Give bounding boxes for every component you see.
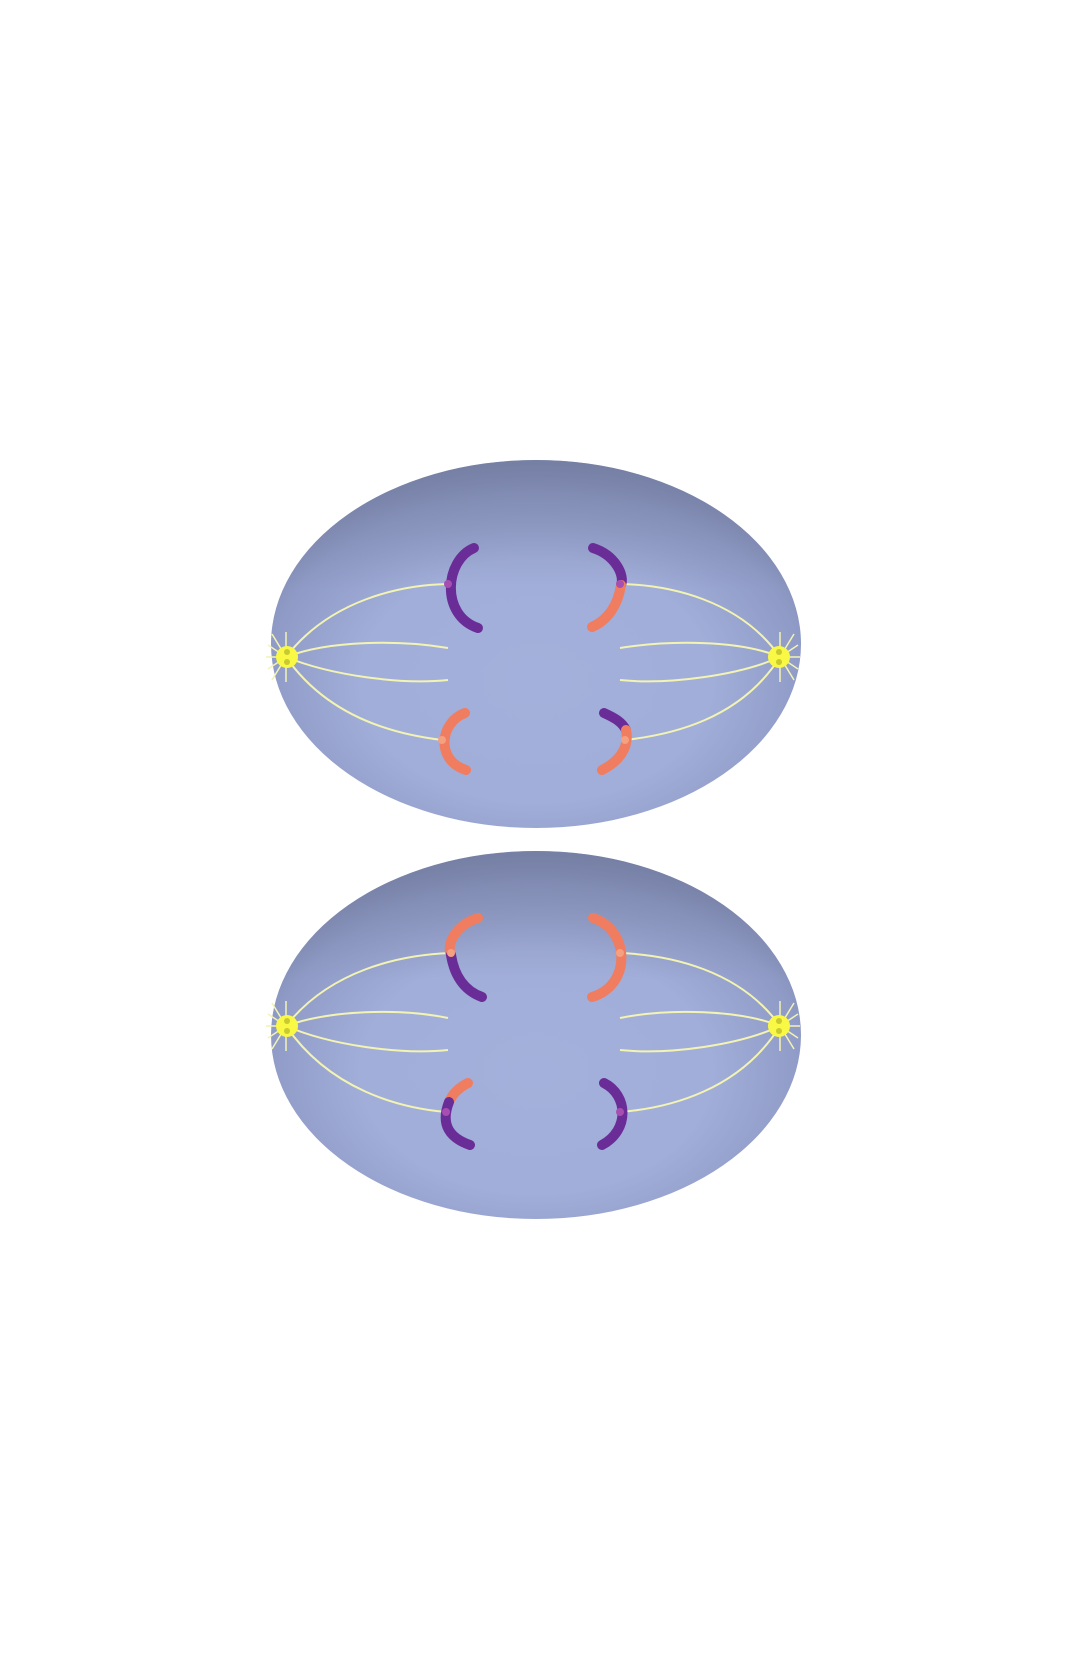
- centrosome-right: [768, 632, 800, 682]
- centromere: [621, 736, 629, 744]
- chromosome-left: [445, 543, 483, 633]
- cell-top: [266, 460, 801, 828]
- centrosome-left: [266, 1001, 298, 1051]
- centromere: [616, 1108, 624, 1116]
- chromosome-pair-lower: [440, 1078, 628, 1150]
- chromosome-pair-lower: [438, 708, 632, 775]
- spindle-fibers: [285, 583, 781, 741]
- centrosome-right: [768, 1001, 800, 1051]
- chromosome-right: [587, 913, 627, 1002]
- chromosome-left-maternal: [440, 1097, 475, 1150]
- chromosome-pair-upper: [444, 543, 627, 633]
- spindle-fibers: [285, 952, 781, 1113]
- centromere: [442, 1108, 450, 1116]
- chromosome-right-paternal: [587, 580, 626, 632]
- centromere: [444, 580, 452, 588]
- centromere: [616, 580, 624, 588]
- cell-shading: [271, 851, 801, 1219]
- chromosome-right-paternal: [597, 725, 632, 775]
- centromere: [438, 736, 446, 744]
- centromere: [447, 949, 455, 957]
- cell-shading: [271, 460, 801, 828]
- chromosome-pair-upper: [444, 913, 627, 1002]
- centrosome-left: [266, 632, 298, 682]
- chromosome-left-maternal: [446, 950, 487, 1002]
- cell-bottom: [266, 851, 801, 1219]
- centromere: [616, 949, 624, 957]
